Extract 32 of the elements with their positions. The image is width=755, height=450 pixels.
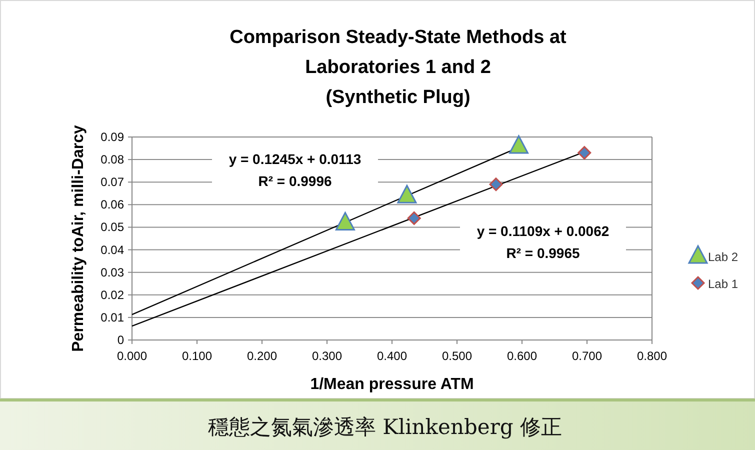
x-tick-label: 0.400 (376, 349, 408, 363)
x-tick-label: 0.100 (182, 349, 212, 363)
y-tick-label: 0.05 (100, 220, 124, 234)
y-tick-label: 0.04 (100, 242, 124, 257)
legend-label: Lab 2 (708, 250, 738, 264)
x-tick-label: 0.500 (442, 349, 472, 363)
x-tick-label: 0.000 (116, 349, 148, 363)
y-tick-label: 0.06 (100, 198, 124, 212)
point (489, 178, 503, 192)
chart-title: Comparison Steady-State Methods at Laboratories 1 and 2 (Synthetic Plug) (230, 27, 568, 108)
point (397, 184, 417, 204)
y-axis-title: Permeability toAir, milli-Darcy (70, 125, 87, 352)
x-tick-label: 0.200 (246, 349, 278, 363)
y-tick-label: 0.01 (100, 310, 124, 324)
annotation: y = 0.1109x + 0.0062 R² = 0.9965 (476, 223, 610, 261)
legend-label: Lab 1 (708, 277, 738, 291)
y-tick-label: 0.08 (100, 152, 124, 167)
annotation: y = 0.1245x + 0.0113 R² = 0.9996 (228, 151, 362, 189)
point (578, 146, 592, 160)
y-tick-label: 0.02 (100, 288, 124, 302)
x-tick-label: 0.700 (572, 349, 602, 363)
y-tick-label: 0.09 (100, 130, 124, 144)
x-tick-label: 0.600 (506, 349, 538, 363)
x-axis-title: 1/Mean pressure ATM (310, 376, 474, 393)
point (335, 212, 355, 230)
y-tick-label: 0 (117, 333, 124, 347)
x-tick-label: 0.800 (636, 349, 668, 363)
point (407, 211, 421, 225)
y-tick-label: 0.07 (100, 175, 124, 190)
x-tick-label: 0.300 (312, 349, 342, 363)
text: 穩態之氮氣滲透率 Klinkenberg 修正 (208, 415, 562, 439)
y-tick-label: 0.03 (100, 265, 124, 280)
